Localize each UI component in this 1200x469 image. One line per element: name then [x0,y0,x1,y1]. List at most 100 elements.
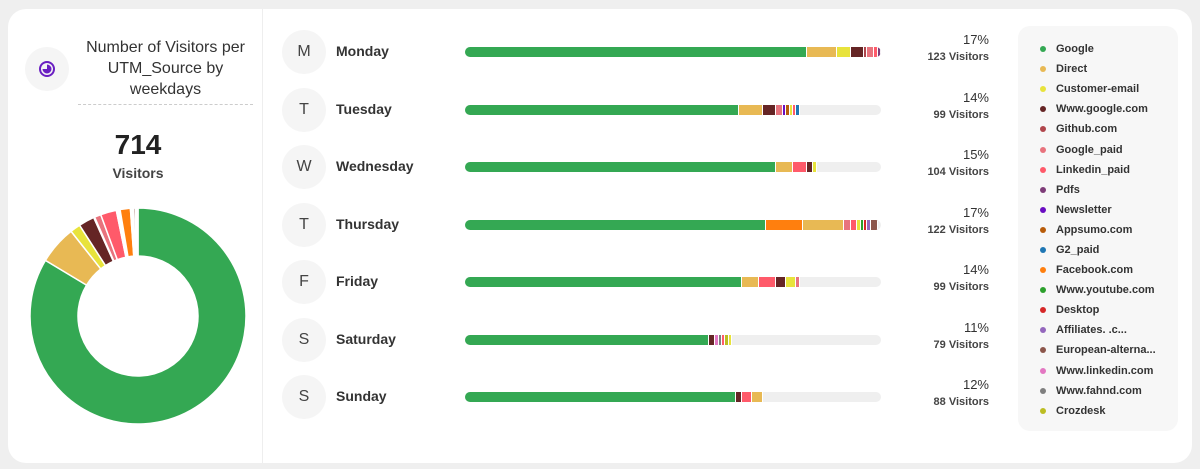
legend-item[interactable]: Github.com [1040,119,1178,139]
bar-segment[interactable] [742,392,753,402]
day-visitors: 79 Visitors [933,338,989,351]
legend-item[interactable]: Www.google.com [1040,99,1178,119]
bar-segment[interactable] [813,162,817,172]
bar-segment[interactable] [708,334,716,345]
legend-item[interactable]: Desktop [1040,300,1178,320]
bar-segment[interactable] [766,219,804,230]
day-visitors: 122 Visitors [927,223,989,236]
chart-card: Number of Visitors per UTM_Source by wee… [8,9,1192,463]
bar-segment[interactable] [806,162,814,172]
legend-item[interactable]: Newsletter [1040,200,1178,220]
bar-segment[interactable] [465,392,736,402]
bar-segment[interactable] [793,104,797,115]
bar-segment[interactable] [725,334,729,345]
legend-dot-icon [1040,327,1046,334]
bar-segment[interactable] [742,277,760,287]
day-name: Sunday [336,388,387,404]
bar-segment[interactable] [728,334,733,345]
stacked-bar [465,162,881,172]
bar-segment[interactable] [722,334,726,345]
bar-segment[interactable] [867,219,871,230]
legend-item[interactable]: Customer-email [1040,79,1178,99]
bar-segment[interactable] [752,392,763,402]
legend-item[interactable]: Pdfs [1040,180,1178,200]
legend-dot-icon [1040,66,1046,73]
legend-item[interactable]: Crozdesk [1040,401,1178,421]
legend-item[interactable]: Www.fahnd.com [1040,381,1178,401]
bar-segment[interactable] [718,334,722,345]
legend-dot-icon [1040,106,1046,113]
bar-segment[interactable] [793,162,807,172]
legend-item[interactable]: G2_paid [1040,240,1178,260]
bar-segment[interactable] [465,334,709,345]
bar-segment[interactable] [803,219,844,230]
legend: Google Direct Customer-email Www.google.com… [1018,26,1178,431]
bar-segment[interactable] [786,277,797,287]
day-avatar: W [282,145,326,189]
day-percent: 11% [963,319,989,335]
bar-segment[interactable] [874,47,878,57]
bar-segment[interactable] [465,277,743,287]
bar-segment[interactable] [735,392,743,402]
stacked-bar [465,334,881,345]
donut-slice[interactable] [136,207,139,257]
legend-item[interactable]: Appsumo.com [1040,220,1178,240]
day-name: Friday [336,273,379,289]
legend-item[interactable]: Google [1040,39,1178,59]
bar-segment[interactable] [465,104,739,115]
legend-label: Www.google.com [1056,103,1148,116]
bar-segment[interactable] [837,47,851,57]
bar-segment[interactable] [762,104,777,115]
legend-item[interactable]: Linkedin_paid [1040,160,1178,180]
legend-item[interactable]: Facebook.com [1040,260,1178,280]
bar-segment[interactable] [465,162,777,172]
day-percent: 14% [962,262,989,277]
legend-label: Www.fahnd.com [1056,384,1142,397]
bar-segment[interactable] [782,104,787,115]
stacked-bar [465,104,881,115]
bar-segment[interactable] [864,47,868,57]
legend-label: Crozdesk [1056,404,1106,417]
legend-item[interactable]: Affiliates. .c... [1040,320,1178,340]
bar-segment[interactable] [877,47,881,57]
weekday-row: S Sunday 12% 88 Visitors [282,375,1002,419]
bar-segment[interactable] [796,277,800,287]
bar-segment[interactable] [850,219,858,230]
legend-item[interactable]: Www.linkedin.com [1040,361,1178,381]
bar-segment[interactable] [776,277,787,287]
day-percent: 17% [962,32,989,47]
chart-icon-badge [25,47,69,91]
legend-item[interactable]: Google_paid [1040,139,1178,159]
bar-segment[interactable] [864,219,868,230]
bar-segment[interactable] [465,219,766,230]
bar-segment[interactable] [789,104,793,115]
bar-segment[interactable] [776,104,783,115]
legend-label: Direct [1056,63,1088,76]
bar-segment[interactable] [850,47,865,57]
legend-dot-icon [1040,287,1046,294]
bar-segment[interactable] [776,162,794,172]
stacked-bar [465,277,881,287]
legend-dot-icon [1040,46,1046,53]
legend-label: Newsletter [1056,203,1112,216]
legend-dot-icon [1040,267,1046,274]
legend-item[interactable]: European-alterna... [1040,340,1178,360]
bar-segment[interactable] [867,47,875,57]
bar-segment[interactable] [715,334,719,345]
legend-dot-icon [1040,226,1046,233]
bar-segment[interactable] [786,104,790,115]
bar-segment[interactable] [860,219,865,230]
legend-item[interactable]: Direct [1040,59,1178,79]
bar-segment[interactable] [857,219,861,230]
legend-item[interactable]: Www.youtube.com [1040,280,1178,300]
bar-segment[interactable] [796,104,800,115]
day-avatar: S [282,375,326,419]
bar-segment[interactable] [870,219,878,230]
donut-slice[interactable] [29,207,247,425]
bar-segment[interactable] [738,104,763,115]
day-visitors: 104 Visitors [927,166,989,178]
bar-segment[interactable] [465,47,807,57]
bar-segment[interactable] [759,277,777,287]
bar-segment[interactable] [843,219,851,230]
bar-segment[interactable] [806,47,838,57]
